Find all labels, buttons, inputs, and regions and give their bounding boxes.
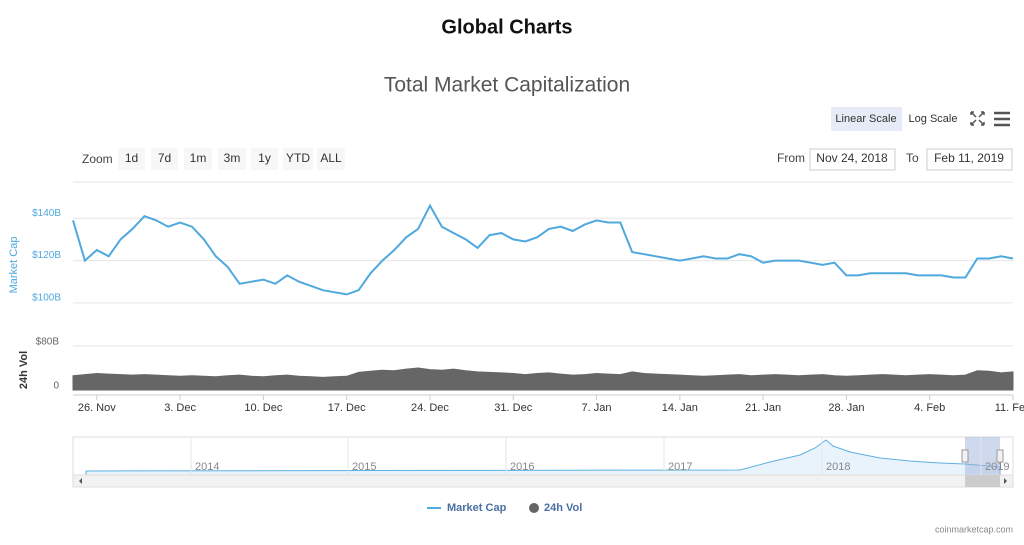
zoom-button[interactable] [151,148,178,170]
x-tick-label: 10. Dec [244,402,282,414]
zoom-label: Zoom [82,152,113,166]
legend-label[interactable]: 24h Vol [544,502,582,514]
navigator-handle[interactable] [961,449,969,463]
x-tick-label: 28. Jan [828,402,864,414]
fullscreen-icon[interactable] [970,111,985,126]
x-tick-label: 3. Dec [164,402,196,414]
market-cap-line [72,203,1014,296]
navigator-label: 2014 [195,461,219,473]
to-value[interactable]: Feb 11, 2019 [934,151,1004,165]
zoom-button[interactable] [317,148,345,170]
y2-tick-label: $80B [36,337,60,348]
from-label: From [777,151,805,165]
navigator-label: 2016 [510,461,534,473]
menu-icon[interactable] [994,111,1010,127]
scale-button-label[interactable]: Linear Scale [835,113,896,125]
chart-title: Total Market Capitalization [384,74,630,97]
x-tick-label: 24. Dec [411,402,449,414]
y-tick-label: $100B [32,292,61,303]
from-value[interactable]: Nov 24, 2018 [816,151,888,165]
x-tick-label: 11. Feb [995,402,1024,414]
zoom-button[interactable] [283,148,313,170]
zoom-button-label[interactable]: ALL [320,151,342,165]
navigator-handle[interactable] [996,449,1004,463]
x-tick-label: 14. Jan [662,402,698,414]
y-axis-title: Market Cap [8,237,20,294]
x-tick-label: 21. Jan [745,402,781,414]
navigator-selection[interactable] [965,437,1000,475]
scrollbar[interactable] [72,474,1014,488]
volume-area [72,367,1014,391]
page-title: Global Charts [441,16,572,38]
navigator-label: 2019 [985,461,1009,473]
legend-label[interactable]: Market Cap [447,502,507,514]
zoom-button-label[interactable]: 3m [224,151,241,165]
zoom-button[interactable] [251,148,278,170]
navigator-label: 2018 [826,461,850,473]
zoom-button-label[interactable]: 1d [125,151,138,165]
y2-tick-label: 0 [53,381,59,392]
navigator-label: 2015 [352,461,376,473]
zoom-button[interactable] [218,148,246,170]
x-tick-label: 7. Jan [582,402,612,414]
navigator-label: 2017 [668,461,692,473]
zoom-button[interactable] [184,148,212,170]
zoom-button-label[interactable]: YTD [286,151,310,165]
zoom-button-label[interactable]: 7d [158,151,171,165]
to-input[interactable] [926,148,1013,171]
credit[interactable]: coinmarketcap.com [935,524,1013,534]
zoom-button-label[interactable]: 1y [258,151,271,165]
scale-button-label[interactable]: Log Scale [909,113,958,125]
scale-button[interactable] [831,107,902,131]
y-tick-label: $120B [32,250,61,261]
navigator [72,436,1014,488]
x-tick-label: 17. Dec [328,402,366,414]
legend-symbol[interactable] [529,503,539,513]
y2-axis-title: 24h Vol [18,351,30,389]
from-input[interactable] [809,148,896,171]
x-tick-label: 31. Dec [494,402,532,414]
zoom-button-label[interactable]: 1m [190,151,207,165]
to-label: To [906,151,919,165]
x-tick-label: 4. Feb [914,402,945,414]
zoom-button[interactable] [118,148,145,170]
scrollbar-thumb[interactable] [965,475,1000,487]
y-tick-label: $140B [32,208,61,219]
x-tick-label: 26. Nov [78,402,116,414]
